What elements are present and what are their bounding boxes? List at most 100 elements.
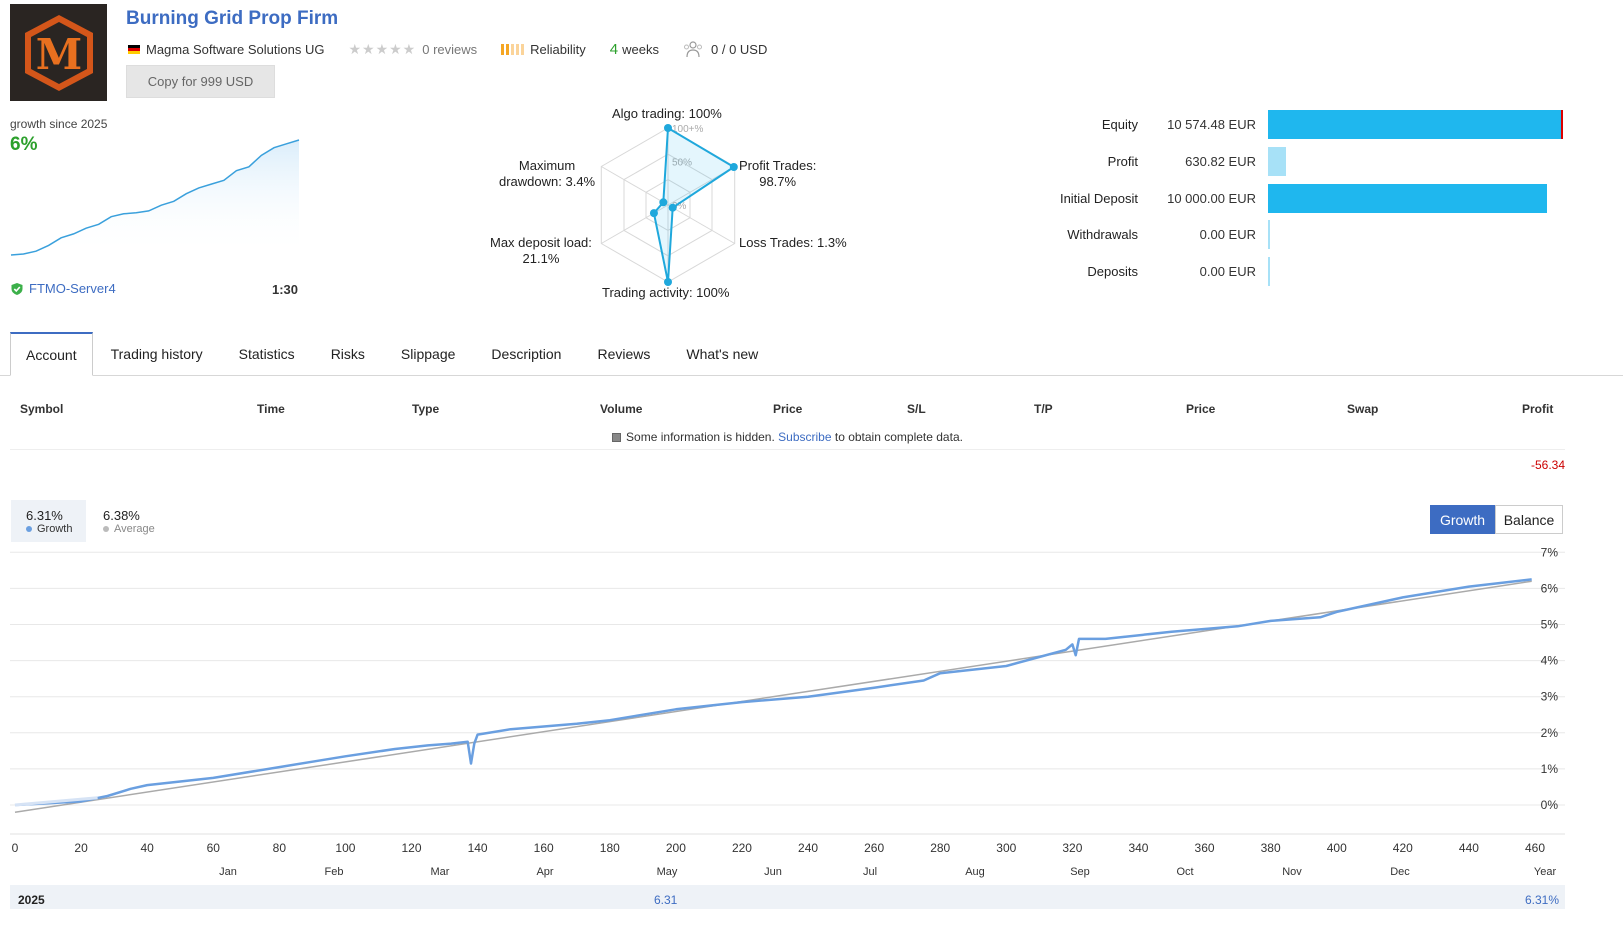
summary-label: Profit [1107, 153, 1138, 169]
verified-shield-icon [11, 282, 23, 295]
radar-point-loss-trades [668, 203, 677, 212]
x-tick-label: 240 [798, 841, 818, 855]
weeks-info: 4 weeks [610, 41, 659, 58]
mini-growth-area [11, 140, 299, 255]
summary-bar [1268, 220, 1270, 250]
provider-name[interactable]: Magma Software Solutions UG [146, 41, 325, 57]
radar-label-trading-activity: Trading activity: 100% [602, 285, 730, 300]
legend-average[interactable]: 6.38% Average [88, 500, 169, 542]
x-tick-label: 320 [1062, 841, 1082, 855]
x-tick-label: 220 [732, 841, 752, 855]
radar-label-profit-trades-line1: Profit Trades: [739, 158, 817, 173]
radar-point-max-drawdown [659, 198, 668, 207]
summary-value: 10 000.00 EUR [1167, 190, 1256, 206]
radar-chart: 100+% 50% 0% [600, 124, 738, 286]
col-header-type[interactable]: Type [412, 402, 440, 416]
x-tick-label: 260 [864, 841, 884, 855]
radar-point-trading-activity [664, 278, 672, 286]
radar-point-max-deposit-load [649, 209, 658, 218]
col-header-tp[interactable]: T/P [1034, 402, 1053, 416]
y-tick-label: 2% [1541, 726, 1559, 740]
total-profit-value: -56.34 [1530, 458, 1565, 472]
tab-account[interactable]: Account [10, 332, 93, 376]
legend-growth-label: Growth [37, 523, 73, 535]
provider-info[interactable]: Magma Software Solutions UG [128, 42, 324, 57]
col-header-profit[interactable]: Profit [1522, 402, 1554, 416]
month-label: Year [1534, 866, 1557, 878]
radar-label-profit-trades: Profit Trades: 98.7% [739, 158, 816, 190]
x-tick-label: 0 [12, 841, 19, 855]
logo-hexagon-icon: M [24, 14, 93, 91]
x-tick-label: 460 [1525, 841, 1545, 855]
growth-mode-button[interactable]: Growth [1430, 505, 1495, 534]
legend-average-value: 6.38% [103, 508, 140, 523]
col-header-volume[interactable]: Volume [600, 402, 643, 416]
hidden-info-note: Some information is hidden. Subscribe to… [0, 430, 1575, 444]
col-header-time[interactable]: Time [257, 402, 285, 416]
legend-growth[interactable]: 6.31% Growth [11, 500, 87, 542]
reviews-count[interactable]: 0 reviews [422, 41, 478, 57]
tab-slippage[interactable]: Slippage [400, 346, 456, 362]
year-total-value: 6.31% [1525, 893, 1560, 907]
server-info[interactable]: FTMO-Server4 [10, 281, 116, 296]
chart-mode-toggle: Growth Balance [1430, 505, 1563, 534]
tab-risks[interactable]: Risks [330, 346, 365, 362]
growth-since-label: growth since 2025 [10, 117, 108, 131]
y-tick-label: 1% [1541, 762, 1559, 776]
tab-statistics[interactable]: Statistics [238, 346, 295, 362]
y-tick-label: 4% [1541, 654, 1559, 668]
x-tick-label: 60 [207, 841, 221, 855]
radar-label-max-drawdown-line2: drawdown: 3.4% [499, 174, 596, 189]
col-header-symbol[interactable]: Symbol [20, 402, 64, 416]
summary-row: Equity 10 574.48 EUR [1020, 110, 1565, 139]
mini-growth-line [10, 139, 300, 256]
legend-average-name-row: Average [103, 523, 155, 535]
radar-point-algo [664, 124, 672, 132]
summary-value: 630.82 EUR [1185, 153, 1256, 169]
leverage-value: 1:30 [272, 282, 299, 297]
tab-trading-history[interactable]: Trading history [110, 346, 203, 362]
summary-label: Equity [1101, 117, 1138, 132]
radar-tick-label: 0% [672, 201, 687, 212]
signal-tabs: Account Trading history Statistics Risks… [10, 332, 776, 376]
x-tick-label: 340 [1128, 841, 1148, 855]
copy-signal-button[interactable]: Copy for 999 USD [126, 65, 275, 98]
radar-label-max-deposit-line1: Max deposit load: [490, 235, 592, 250]
tab-reviews[interactable]: Reviews [597, 346, 651, 362]
col-header-close-price[interactable]: Price [1186, 402, 1216, 416]
x-tick-label: 360 [1195, 841, 1215, 855]
year-label: 2025 [18, 893, 45, 907]
y-tick-label: 7% [1541, 545, 1559, 559]
hidden-note-text: Some information is hidden. [626, 430, 775, 444]
radar-label-loss-trades: Loss Trades: 1.3% [739, 235, 847, 250]
legend-average-label: Average [114, 523, 155, 535]
reviews-info[interactable]: ★★★★★ 0 reviews [348, 41, 477, 58]
col-header-sl[interactable]: S/L [907, 402, 926, 416]
signal-title[interactable]: Burning Grid Prop Firm [126, 8, 339, 29]
summary-bar-track [1268, 257, 1565, 287]
growth-series-line [14, 578, 1532, 807]
tabs-divider [0, 375, 1623, 376]
radar-tick-label: 50% [672, 158, 692, 169]
x-tick-label: 380 [1261, 841, 1281, 855]
col-header-price[interactable]: Price [773, 402, 803, 416]
tab-description[interactable]: Description [491, 346, 562, 362]
provider-logo[interactable]: M [10, 4, 107, 101]
subscribe-link[interactable]: Subscribe [778, 430, 832, 444]
x-tick-label: 440 [1459, 841, 1479, 855]
month-label: Feb [325, 866, 344, 878]
x-tick-label: 40 [140, 841, 154, 855]
x-tick-label: 120 [402, 841, 422, 855]
balance-mode-button[interactable]: Balance [1495, 505, 1563, 534]
mini-growth-chart [10, 139, 300, 256]
x-tick-label: 80 [273, 841, 287, 855]
x-tick-label: 20 [74, 841, 88, 855]
tab-whats-new[interactable]: What's new [686, 346, 759, 362]
x-tick-label: 180 [600, 841, 620, 855]
summary-bar-track [1268, 220, 1565, 250]
month-label: Nov [1282, 866, 1302, 878]
radar-point-profit-trades [729, 163, 738, 172]
server-name[interactable]: FTMO-Server4 [29, 281, 116, 296]
radar-label-max-deposit-load: Max deposit load: 21.1% [490, 235, 592, 267]
col-header-swap[interactable]: Swap [1347, 402, 1379, 416]
